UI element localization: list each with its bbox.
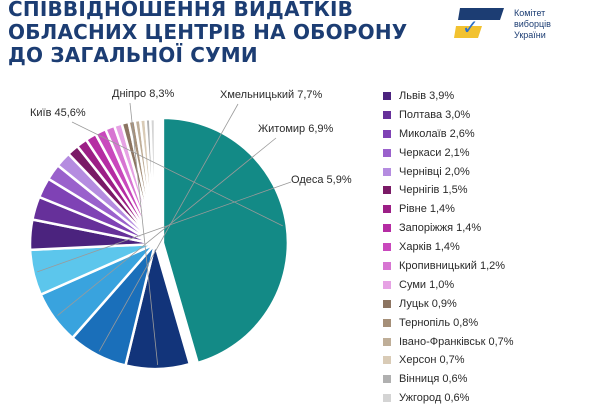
legend-swatch [383,92,391,100]
logo-mark-glyph: ✓ [462,15,479,39]
pie-label-Одеса: Одеса 5,9% [291,174,352,186]
legend-swatch [383,375,391,383]
legend-swatch [383,130,391,138]
legend-swatch [383,168,391,176]
legend-swatch [383,149,391,157]
pie-label-Житомир: Житомир 6,9% [258,123,333,135]
legend-swatch [383,300,391,308]
legend-label: Запоріжжя 1,4% [399,222,481,234]
legend-label: Харків 1,4% [399,241,460,253]
legend-swatch [383,338,391,346]
legend-swatch [383,262,391,270]
legend-label: Івано-Франківськ 0,7% [399,336,514,348]
legend-label: Кропивницький 1,2% [399,260,505,272]
logo-text: Комітет виборців України [514,8,551,41]
legend-item-Вінниця: Вінниця 0,6% [383,371,514,390]
legend-item-Полтава: Полтава 3,0% [383,107,514,126]
legend-label: Ужгород 0,6% [399,392,469,404]
pie-slices [30,118,288,369]
legend-swatch [383,356,391,364]
pie-label-Хмельницький: Хмельницький 7,7% [220,89,322,101]
pie-label-Дніпро: Дніпро 8,3% [112,88,174,100]
legend-label: Черкаси 2,1% [399,147,470,159]
legend: Львів 3,9% Полтава 3,0% Миколаїв 2,6% Черка… [383,88,514,409]
legend-label: Львів 3,9% [399,90,454,102]
legend-label: Луцьк 0,9% [399,298,457,310]
legend-swatch [383,243,391,251]
legend-swatch [383,281,391,289]
legend-swatch [383,205,391,213]
legend-item-Чернігів: Чернігів 1,5% [383,182,514,201]
legend-swatch [383,394,391,402]
kvu-logo: ✓ Комітет виборців України [452,0,600,48]
legend-label: Полтава 3,0% [399,109,470,121]
legend-item-Луцьк: Луцьк 0,9% [383,296,514,315]
logo-line-3: України [514,30,551,41]
legend-swatch [383,186,391,194]
legend-label: Херсон 0,7% [399,354,465,366]
legend-swatch [383,111,391,119]
legend-label: Чернівці 2,0% [399,166,470,178]
legend-item-Львів: Львів 3,9% [383,88,514,107]
legend-swatch [383,224,391,232]
legend-item-Кропивницький: Кропивницький 1,2% [383,258,514,277]
legend-swatch [383,319,391,327]
legend-item-Харків: Харків 1,4% [383,239,514,258]
legend-item-Тернопіль: Тернопіль 0,8% [383,315,514,334]
legend-item-Чернівці: Чернівці 2,0% [383,164,514,183]
legend-label: Вінниця 0,6% [399,373,467,385]
legend-label: Миколаїв 2,6% [399,128,475,140]
kvu-logo-icon: ✓ [452,4,510,44]
pie-chart [0,0,380,400]
pie-slice-Київ [163,118,288,363]
legend-label: Суми 1,0% [399,279,454,291]
legend-item-Запоріжжя: Запоріжжя 1,4% [383,220,514,239]
legend-label: Тернопіль 0,8% [399,317,478,329]
legend-item-Херсон: Херсон 0,7% [383,352,514,371]
legend-item-Черкаси: Черкаси 2,1% [383,145,514,164]
legend-item-Суми: Суми 1,0% [383,277,514,296]
legend-label: Рівне 1,4% [399,203,455,215]
legend-item-Рівне: Рівне 1,4% [383,201,514,220]
pie-label-Київ: Київ 45,6% [30,107,86,119]
logo-line-1: Комітет [514,8,551,19]
legend-item-Івано-Франківськ: Івано-Франківськ 0,7% [383,334,514,353]
legend-item-Миколаїв: Миколаїв 2,6% [383,126,514,145]
legend-label: Чернігів 1,5% [399,184,468,196]
logo-line-2: виборців [514,19,551,30]
